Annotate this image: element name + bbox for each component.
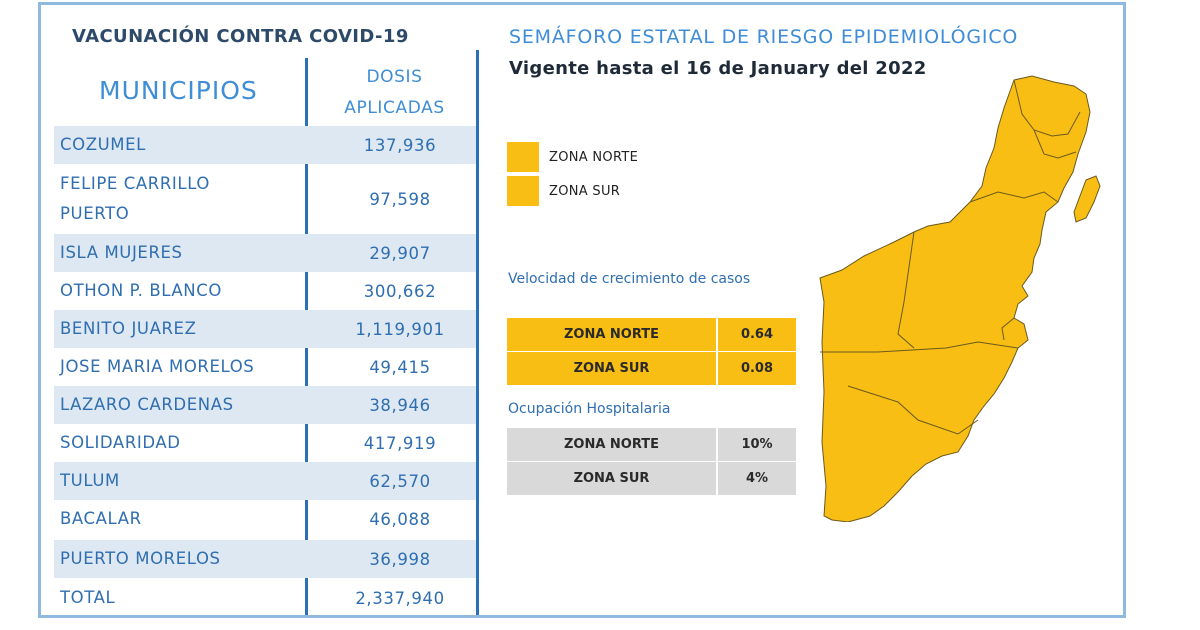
legend-label: ZONA SUR (549, 183, 621, 199)
dosis-value: 29,907 (369, 243, 431, 263)
vaccination-title: VACUNACIÓN CONTRA COVID-19 (72, 26, 409, 47)
table-row: OTHON P. BLANCO 300,662 (54, 272, 476, 310)
table-row: TULUM 62,570 (54, 462, 476, 500)
mainland-region (819, 75, 1091, 522)
state-shape (819, 75, 1101, 522)
dosis-value: 62,570 (369, 471, 431, 491)
total-value: 2,337,940 (355, 588, 445, 608)
ocupacion-value: 4% (718, 462, 796, 495)
dosis-value: 38,946 (369, 395, 431, 415)
ocupacion-row: ZONA SUR 4% (507, 462, 796, 495)
dosis-value: 1,119,901 (355, 319, 445, 339)
dosis-value: 300,662 (363, 281, 437, 301)
velocidad-row: ZONA SUR 0.08 (507, 352, 796, 385)
legend-swatch (507, 142, 539, 172)
legend-item-zona-sur: ZONA SUR (507, 176, 620, 206)
dosis-header: DOSIS APLICADAS (312, 62, 477, 124)
table-row: LAZARO CARDENAS 38,946 (54, 386, 476, 424)
table-row: SOLIDARIDAD 417,919 (54, 424, 476, 462)
zona-label: ZONA SUR (507, 462, 716, 495)
table-row: BACALAR 46,088 (54, 500, 476, 538)
total-label: TOTAL (60, 588, 116, 607)
dosis-value: 49,415 (369, 357, 431, 377)
municipio-name: BENITO JUAREZ (60, 319, 197, 338)
ocupacion-row: ZONA NORTE 10% (507, 428, 796, 461)
municipio-name: ISLA MUJERES (60, 243, 183, 262)
table-row: JOSE MARIA MORELOS 49,415 (54, 348, 476, 386)
cozumel-island (1073, 175, 1101, 223)
velocidad-row: ZONA NORTE 0.64 (507, 318, 796, 351)
zona-label: ZONA NORTE (507, 428, 716, 461)
dosis-value: 46,088 (369, 509, 431, 529)
legend-swatch (507, 176, 539, 206)
municipio-name: OTHON P. BLANCO (60, 281, 222, 300)
velocidad-value: 0.08 (718, 352, 796, 385)
table-row: COZUMEL 137,936 (54, 126, 476, 164)
municipio-name: TULUM (60, 471, 120, 490)
dosis-header-line1: DOSIS (366, 67, 423, 87)
municipio-name-line2: PUERTO (60, 204, 130, 223)
municipio-name: LAZARO CARDENAS (60, 395, 234, 414)
quintana-roo-map (819, 75, 1101, 522)
municipio-name: JOSE MARIA MORELOS (60, 357, 255, 376)
municipio-name: COZUMEL (60, 135, 146, 154)
table-total-row: TOTAL 2,337,940 (54, 580, 476, 616)
dosis-value: 417,919 (363, 433, 437, 453)
dosis-header-line2: APLICADAS (344, 98, 445, 118)
table-row: ISLA MUJERES 29,907 (54, 234, 476, 272)
zona-label: ZONA SUR (507, 352, 716, 385)
dosis-value: 97,598 (369, 189, 431, 209)
dosis-value: 36,998 (369, 549, 431, 569)
velocidad-title: Velocidad de crecimiento de casos (508, 271, 751, 287)
table-row: BENITO JUAREZ 1,119,901 (54, 310, 476, 348)
zona-label: ZONA NORTE (507, 318, 716, 351)
municipio-name: BACALAR (60, 509, 142, 528)
municipio-name-line1: FELIPE CARRILLO (60, 174, 210, 193)
municipio-name: FELIPE CARRILLO PUERTO (54, 169, 306, 229)
legend-label: ZONA NORTE (549, 149, 639, 165)
legend-item-zona-norte: ZONA NORTE (507, 142, 638, 172)
ocupacion-value: 10% (718, 428, 796, 461)
municipio-name: PUERTO MORELOS (60, 549, 221, 568)
municipio-name: SOLIDARIDAD (60, 433, 181, 452)
municipal-borders (820, 79, 1081, 435)
municipios-header: MUNICIPIOS (99, 76, 258, 105)
dosis-value: 137,936 (363, 135, 437, 155)
ocupacion-title: Ocupación Hospitalaria (508, 401, 671, 417)
table-row: FELIPE CARRILLO PUERTO 97,598 (54, 166, 476, 232)
panel-divider (476, 50, 479, 615)
vigente-date: Vigente hasta el 16 de January del 2022 (509, 58, 927, 79)
table-row: PUERTO MORELOS 36,998 (54, 540, 476, 578)
semaforo-title: SEMÁFORO ESTATAL DE RIESGO EPIDEMIOLÓGIC… (509, 26, 1019, 48)
velocidad-value: 0.64 (718, 318, 796, 351)
